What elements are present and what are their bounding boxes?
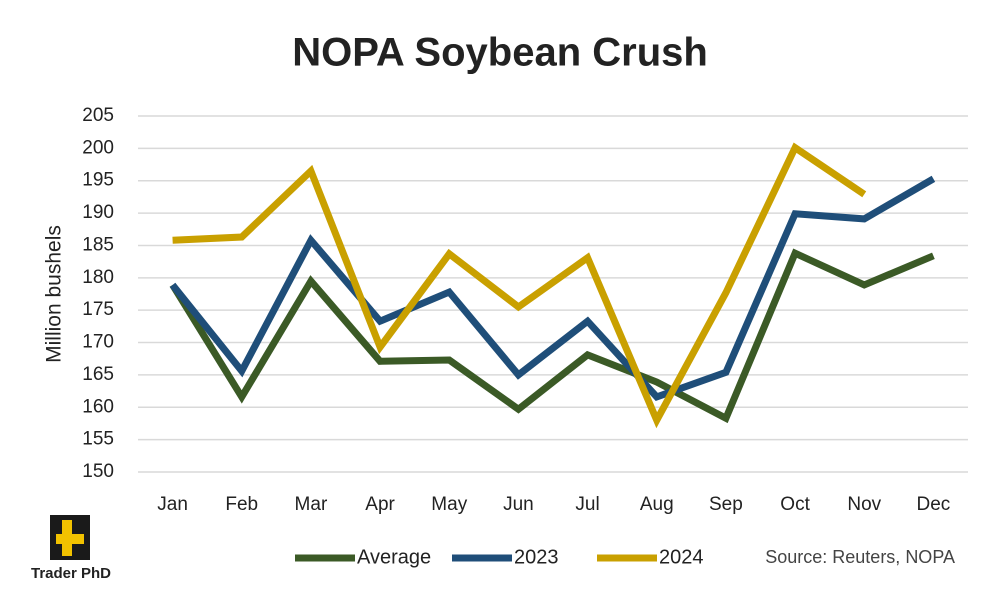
logo-text: Trader PhD [31,565,111,582]
y-tick-label: 200 [82,137,114,158]
y-tick-label: 150 [82,461,114,482]
y-tick-label: 155 [82,429,114,450]
chart-title: NOPA Soybean Crush [292,31,708,75]
series-line [169,248,935,424]
series-line [172,142,867,429]
x-tick-label: Feb [225,494,258,515]
y-tick-label: 205 [82,105,114,126]
x-tick-label: Dec [917,494,951,515]
x-tick-label: Mar [295,494,328,515]
x-tick-label: Nov [847,494,881,515]
y-tick-label: 160 [82,396,114,417]
logo-icon [50,515,90,560]
legend-label: 2024 [659,546,704,568]
x-tick-label: Aug [640,494,674,515]
y-tick-label: 190 [82,202,114,223]
y-axis-label: Million bushels [43,225,66,363]
y-tick-label: 185 [82,234,114,255]
x-tick-label: May [431,494,467,515]
series-line [169,175,936,401]
x-tick-label: Jun [503,494,534,515]
y-tick-label: 165 [82,364,114,385]
x-tick-label: Jul [575,494,599,515]
x-tick-label: Apr [365,494,395,515]
y-tick-label: 195 [82,170,114,191]
legend-label: 2023 [514,546,559,568]
x-tick-label: Sep [709,494,743,515]
y-tick-label: 175 [82,299,114,320]
source: Source: Reuters, NOPA [765,547,955,567]
x-tick-label: Jan [157,494,188,515]
legend-label: Average [357,546,431,568]
y-tick-label: 170 [82,332,114,353]
x-tick-label: Oct [780,494,810,515]
y-tick-label: 180 [82,267,114,288]
